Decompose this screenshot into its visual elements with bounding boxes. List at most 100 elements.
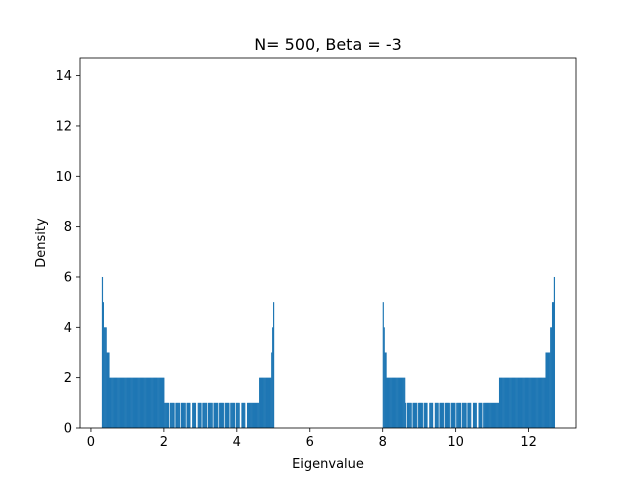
- histogram-bar: [457, 402, 459, 428]
- histogram-bar: [148, 377, 150, 428]
- histogram-bar: [485, 402, 487, 428]
- histogram-bar: [152, 377, 154, 428]
- histogram-bar: [149, 377, 151, 428]
- histogram-bar: [268, 377, 270, 428]
- histogram-bar: [529, 377, 531, 428]
- histogram-bar: [102, 302, 104, 428]
- histogram-bar: [526, 377, 529, 428]
- histogram-bar: [214, 402, 216, 428]
- histogram-bar: [249, 402, 251, 428]
- histogram-bar: [462, 402, 464, 428]
- histogram-bar: [500, 377, 502, 428]
- histogram-bar: [263, 377, 265, 428]
- histogram-bar: [414, 402, 416, 428]
- histogram-bar: [272, 327, 274, 428]
- histogram-bar: [162, 377, 164, 428]
- histogram-bar: [451, 402, 453, 428]
- histogram-bar: [120, 377, 122, 428]
- histogram-bar: [187, 402, 189, 428]
- y-tick-label: 2: [64, 371, 72, 386]
- histogram-bar: [448, 402, 450, 428]
- histogram-bar: [546, 352, 548, 428]
- histogram-bar: [182, 402, 184, 428]
- histogram-bar: [397, 377, 399, 428]
- y-axis-ticks: 0 2 4 6 8 10 12 14: [55, 69, 80, 437]
- histogram-bar: [264, 377, 266, 428]
- histogram-bar: [409, 402, 411, 428]
- histogram-bar: [126, 377, 128, 428]
- histogram-bar: [129, 377, 131, 428]
- histogram-bar: [533, 377, 535, 428]
- histogram-bar: [117, 377, 119, 428]
- histogram-bar: [210, 402, 212, 428]
- histogram-bar: [495, 402, 497, 428]
- histogram-bar: [213, 402, 215, 428]
- histogram-bar: [225, 402, 227, 428]
- histogram-bar: [154, 377, 157, 428]
- histogram-bar: [545, 352, 547, 428]
- histogram-bar: [146, 377, 148, 428]
- histogram-bar: [405, 402, 407, 428]
- histogram-bar: [392, 377, 395, 428]
- histogram-bar: [400, 377, 402, 428]
- histogram-bar: [136, 377, 138, 428]
- histogram-bar: [169, 402, 171, 428]
- histogram-bar: [506, 377, 508, 428]
- histogram-bar: [510, 377, 512, 428]
- histogram-bar: [459, 402, 462, 428]
- histogram-bar: [390, 377, 392, 428]
- histogram-bar: [144, 377, 146, 428]
- histogram-bar: [108, 352, 110, 428]
- histogram-bar: [156, 377, 158, 428]
- histogram-bar: [385, 352, 387, 428]
- histogram-bar: [167, 402, 170, 428]
- histogram-bar: [521, 377, 523, 428]
- histogram-bar: [220, 402, 223, 428]
- histogram-bar: [183, 402, 185, 428]
- histogram-bar: [124, 377, 126, 428]
- histogram-bar: [131, 377, 133, 428]
- histogram-bar: [193, 402, 196, 428]
- histogram-bar: [203, 402, 205, 428]
- histogram-bar: [491, 402, 493, 428]
- histogram-bar: [242, 402, 244, 428]
- histogram-bar: [188, 402, 190, 428]
- histogram-bar: [116, 377, 118, 428]
- histogram-bar: [178, 402, 180, 428]
- histogram-bar: [184, 402, 186, 428]
- histogram-bar: [421, 402, 423, 428]
- histogram-bar: [443, 402, 445, 428]
- histogram-bar: [241, 402, 243, 428]
- histogram-bar: [504, 377, 506, 428]
- histogram-bar: [382, 302, 384, 428]
- histogram-bar: [205, 402, 207, 428]
- x-tick-label: 0: [87, 435, 95, 450]
- histogram-bar: [114, 377, 117, 428]
- histogram-bar: [126, 377, 129, 428]
- histogram-bar: [219, 402, 222, 428]
- histogram-bar: [150, 377, 152, 428]
- histogram-bar: [107, 352, 109, 428]
- histogram-bar: [161, 377, 163, 428]
- histogram-bar: [133, 377, 135, 428]
- histogram-bar: [483, 402, 485, 428]
- histogram-bar: [516, 377, 518, 428]
- histogram-bar: [436, 402, 438, 428]
- histogram-bar: [519, 377, 521, 428]
- histogram-bar: [121, 377, 123, 428]
- histogram-bar: [259, 377, 261, 428]
- histogram-bar: [233, 402, 236, 428]
- histogram-bar: [230, 402, 232, 428]
- y-tick-label: 0: [64, 422, 72, 437]
- histogram-bar: [166, 402, 169, 428]
- histogram-bar: [164, 402, 166, 428]
- histogram-bar: [486, 402, 489, 428]
- histogram-bar: [511, 377, 513, 428]
- histogram-bar: [515, 377, 517, 428]
- histogram-bar: [505, 377, 507, 428]
- histogram-bar: [143, 377, 145, 428]
- histogram-bar: [406, 402, 409, 428]
- histogram-bar: [522, 377, 524, 428]
- histogram-bar: [540, 377, 542, 428]
